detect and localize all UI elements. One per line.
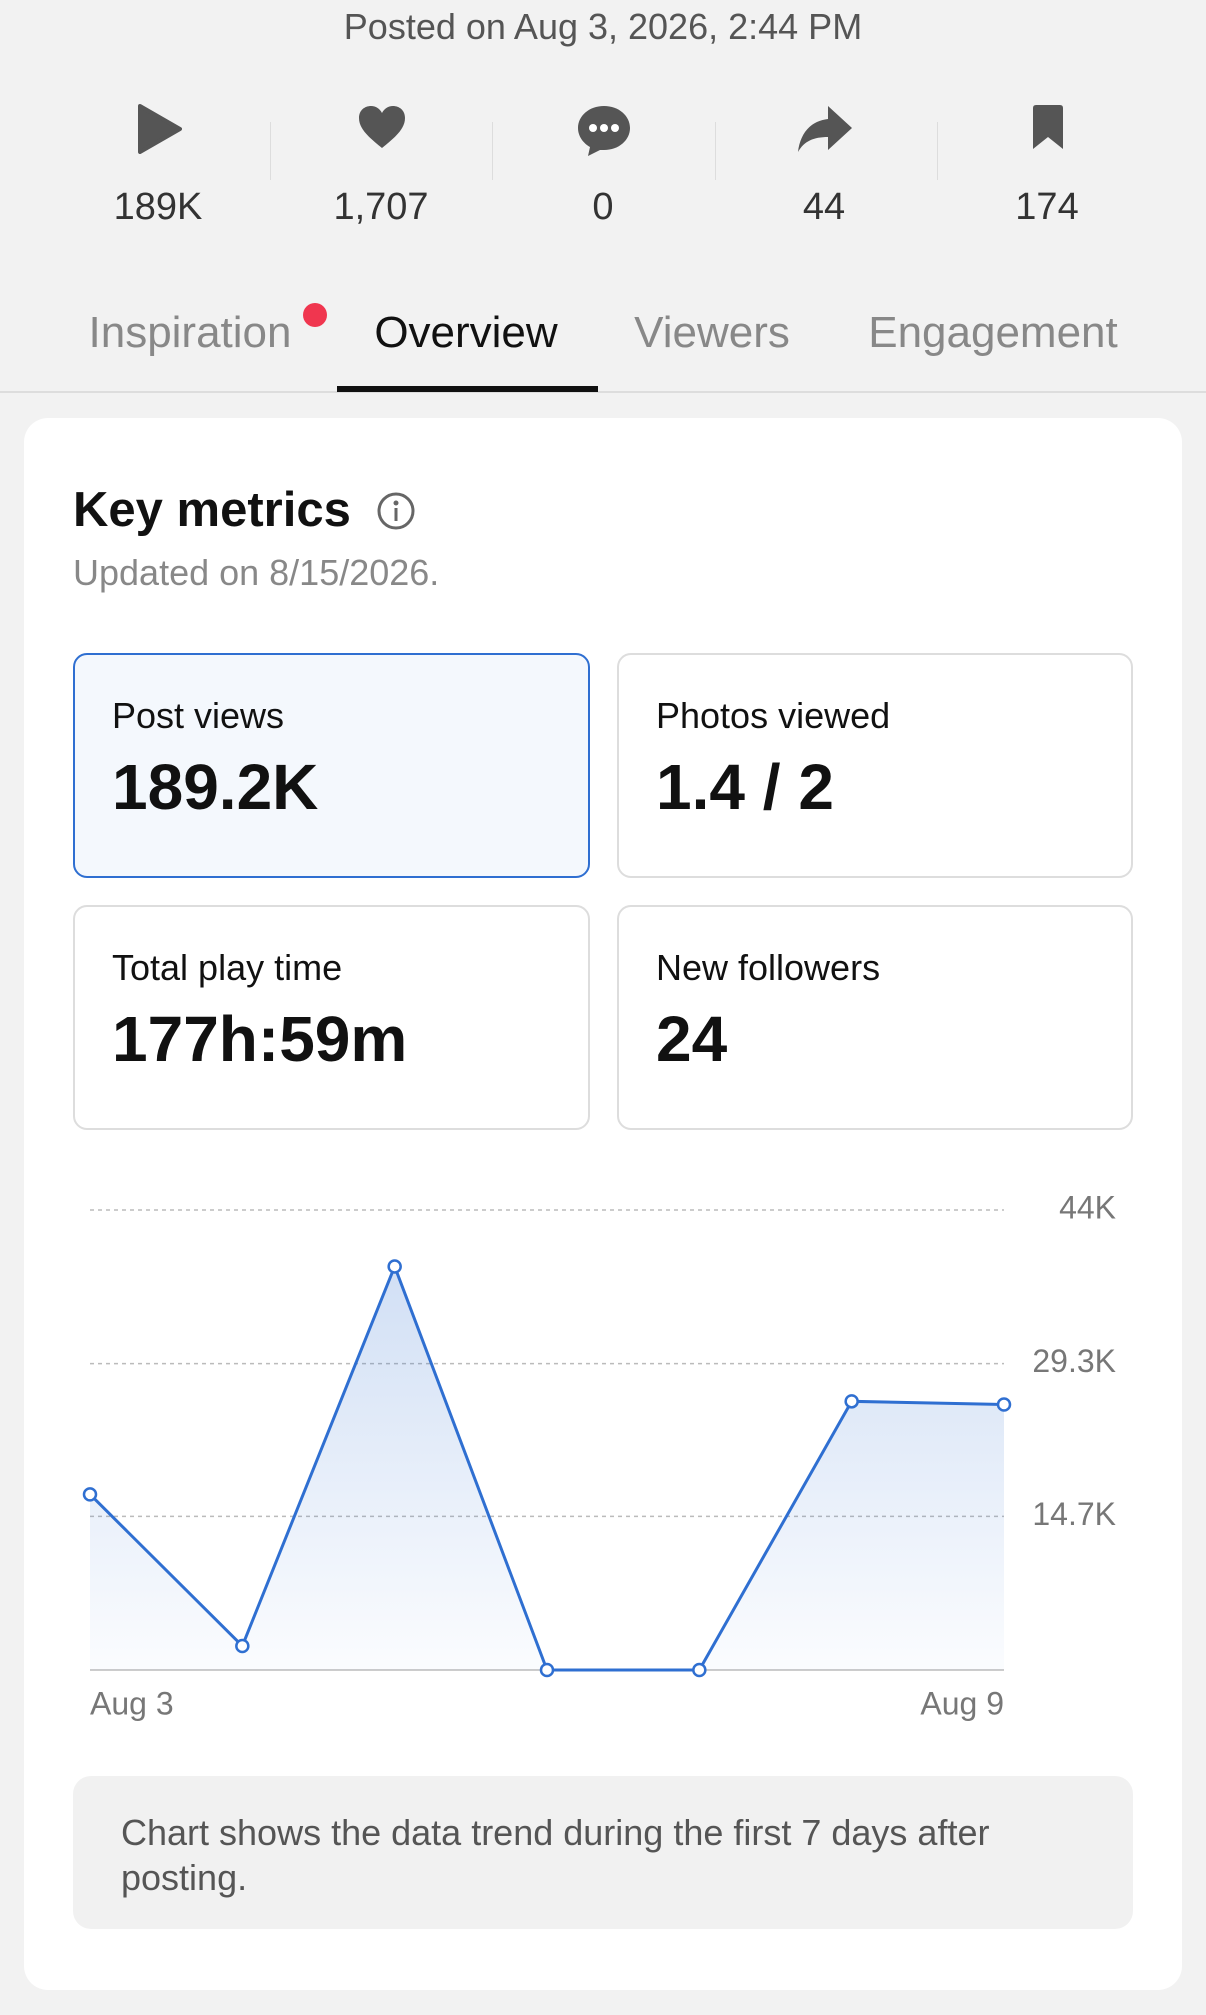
metric-label: Post views: [112, 695, 285, 736]
saves-icon: [1033, 105, 1063, 149]
saves-count: 174: [1015, 186, 1079, 228]
metric-card[interactable]: New followers 24: [617, 905, 1133, 1130]
divider: [270, 122, 271, 180]
x-tick-label: Aug 9: [920, 1685, 1004, 1721]
card-title: Key metrics: [73, 483, 351, 537]
comments-count: 0: [592, 186, 614, 228]
comments-icon: [578, 106, 630, 156]
point: [844, 1394, 859, 1409]
metric-card[interactable]: Total play time 177h:59m: [73, 905, 590, 1130]
info-icon[interactable]: [376, 491, 416, 531]
point: [82, 1487, 98, 1502]
metric-label: New followers: [656, 947, 881, 988]
point: [539, 1662, 555, 1678]
shares-icon: [798, 106, 852, 152]
y-tick-label: 14.7K: [1032, 1496, 1116, 1532]
y-tick-label: 44K: [1059, 1189, 1116, 1225]
likes-icon: [359, 106, 405, 148]
tab-underline: [337, 386, 598, 392]
tab-active[interactable]: Overview: [374, 308, 558, 357]
views-count: 189K: [113, 186, 203, 228]
x-tick-label: Aug 3: [90, 1685, 174, 1721]
posted-date: Posted on Aug 3, 2026, 2:44 PM: [343, 6, 863, 47]
chart-note: Chart shows the data trend during the fi…: [121, 1812, 990, 1898]
tab[interactable]: Viewers: [634, 308, 790, 357]
point: [387, 1259, 402, 1274]
metric-label: Photos viewed: [656, 695, 891, 736]
metric-value: 24: [656, 1003, 728, 1075]
chart: 14.7K 29.3K 44K Aug 3 Aug 9: [82, 1189, 1116, 1721]
metric-label: Total play time: [112, 947, 343, 988]
tab[interactable]: Inspiration: [88, 308, 292, 357]
point: [996, 1397, 1012, 1412]
metric-card[interactable]: Photos viewed 1.4 / 2: [617, 653, 1133, 878]
metric-value: 189.2K: [112, 751, 319, 823]
point: [692, 1662, 707, 1678]
metric-card[interactable]: Post views 189.2K: [73, 653, 590, 878]
tab[interactable]: Engagement: [868, 308, 1118, 357]
area: [90, 1266, 1004, 1670]
divider: [492, 122, 493, 180]
shares-count: 44: [802, 186, 846, 228]
notification-dot: [303, 303, 327, 327]
divider: [715, 122, 716, 180]
divider: [937, 122, 938, 180]
updated-date: Updated on 8/15/2026.: [73, 552, 440, 593]
metric-value: 177h:59m: [112, 1003, 408, 1075]
y-tick-label: 29.3K: [1032, 1343, 1116, 1379]
likes-count: 1,707: [333, 186, 429, 228]
note-box: [73, 1776, 1133, 1929]
tab-border: [0, 391, 1206, 393]
views-icon: [138, 104, 182, 154]
metric-value: 1.4 / 2: [656, 751, 834, 823]
point: [235, 1638, 250, 1654]
